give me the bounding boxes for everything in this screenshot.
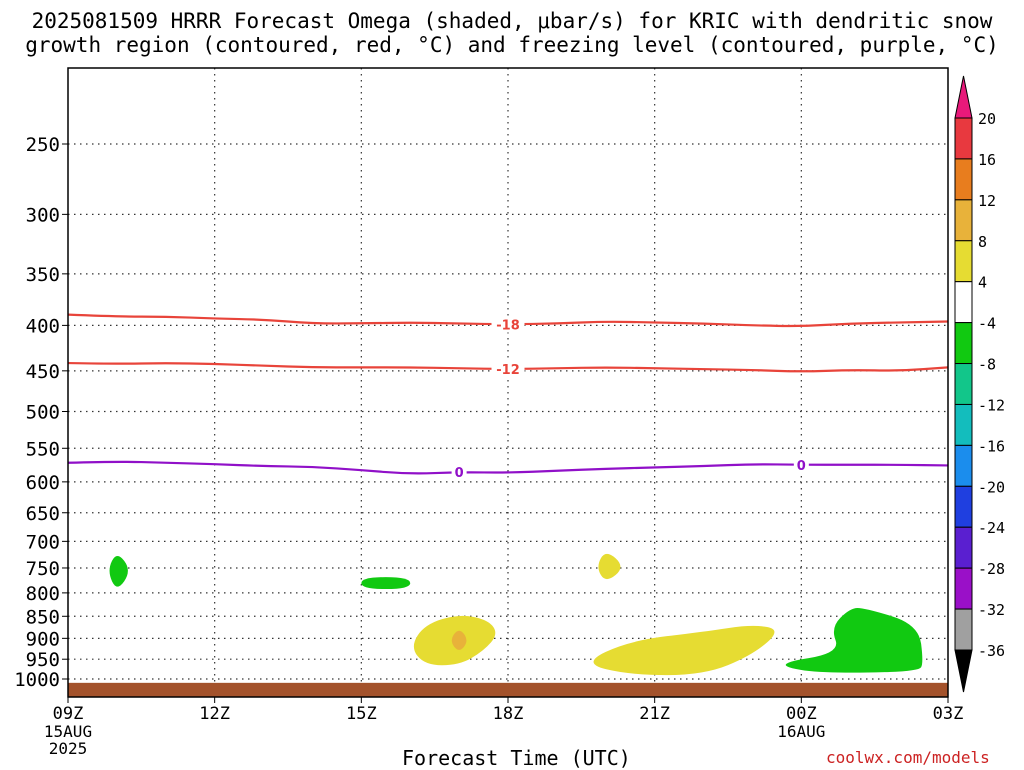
y-tick-label-750: 750 — [26, 558, 60, 580]
colorbar-label-9: -20 — [978, 478, 1005, 496]
x-date-label-09Z-1: 2025 — [49, 739, 88, 758]
colorbar-layer: 20 16 12 8 4 -4 -8 -12 -16 -20 -24 -28 -32 -36 — [954, 75, 1005, 693]
colorbar-label-13: -36 — [978, 642, 1005, 660]
colorbar-label-2: 12 — [978, 192, 996, 210]
x-tick-label-21Z: 21Z — [639, 704, 670, 724]
colorbar-label-10: -24 — [978, 519, 1005, 537]
colorbar-label-7: -12 — [978, 396, 1005, 414]
colorbar-arrow-top — [954, 75, 973, 119]
chart-title-line-1: 2025081509 HRRR Forecast Omega (shaded, … — [31, 9, 993, 33]
colorbar-label-5: -4 — [978, 315, 996, 333]
colorbar-box-10 — [954, 526, 973, 569]
contour-label-bg-2-0 — [451, 464, 467, 481]
colorbar-box-6 — [954, 363, 973, 405]
colorbar-box-12 — [954, 608, 973, 651]
plot-area — [68, 68, 948, 697]
omega-area-5 — [598, 553, 621, 580]
grid-layer — [68, 68, 948, 697]
x-axis-label: Forecast Time (UTC) — [402, 746, 631, 770]
y-tick-label-850: 850 — [26, 606, 60, 628]
colorbar-label-6: -8 — [978, 356, 996, 374]
colorbar-box-9 — [954, 485, 973, 528]
chart-title-line-2: growth region (contoured, red, °C) and f… — [25, 33, 999, 57]
colorbar-label-3: 8 — [978, 233, 987, 251]
colorbar-label-8: -16 — [978, 437, 1005, 455]
y-tick-label-700: 700 — [26, 531, 60, 553]
x-date-label-09Z-0: 15AUG — [44, 722, 92, 741]
plot-frame — [67, 67, 949, 698]
contour-label-bg-1-0 — [491, 361, 525, 378]
contour-layer: -18 -12 0 0 — [67, 313, 949, 481]
colorbar-label-4: 4 — [978, 274, 987, 292]
y-tick-label-400: 400 — [26, 315, 60, 337]
colorbar-box-5 — [954, 322, 973, 365]
contour-label-2-1: 0 — [797, 459, 806, 474]
colorbar-box-0 — [954, 117, 973, 160]
x-tick-label-03Z: 03Z — [933, 704, 964, 724]
colorbar-box-3 — [954, 240, 973, 283]
y-tick-label-1000: 1000 — [14, 669, 60, 691]
omega-area-2 — [785, 608, 923, 673]
y-tick-label-900: 900 — [26, 628, 60, 650]
y-tick-label-800: 800 — [26, 583, 60, 605]
y-tick-label-300: 300 — [26, 204, 60, 226]
x-tick-label-15Z: 15Z — [346, 704, 377, 724]
credit-text: coolwx.com/models — [826, 748, 990, 767]
colorbar-box-1 — [954, 158, 973, 201]
x-tick-label-12Z: 12Z — [199, 704, 230, 724]
shaded-layer — [68, 553, 948, 697]
colorbar-label-11: -28 — [978, 560, 1005, 578]
colorbar-box-8 — [954, 444, 973, 487]
x-tick-label-09Z: 09Z — [53, 704, 84, 724]
colorbar-label-1: 16 — [978, 151, 996, 169]
contour-label-bg-0-0 — [491, 316, 525, 333]
omega-area-0 — [109, 555, 128, 587]
axes-layer: 2503003504004505005506006507007508008509… — [14, 67, 964, 758]
omega-area-4 — [451, 630, 467, 650]
x-tick-label-00Z: 00Z — [786, 704, 817, 724]
y-tick-label-350: 350 — [26, 264, 60, 286]
y-tick-label-500: 500 — [26, 402, 60, 424]
y-tick-label-650: 650 — [26, 503, 60, 525]
contour-label-0-0: -18 — [496, 318, 520, 333]
y-tick-label-450: 450 — [26, 361, 60, 383]
omega-area-6 — [593, 625, 775, 676]
y-tick-label-950: 950 — [26, 649, 60, 671]
colorbar-box-2 — [954, 199, 973, 242]
colorbar-box-7 — [954, 403, 973, 446]
y-tick-label-600: 600 — [26, 472, 60, 494]
contour-label-1-0: -12 — [496, 363, 520, 378]
x-tick-label-18Z: 18Z — [493, 704, 524, 724]
contour-label-bg-2-1 — [793, 456, 809, 473]
terrain-strip — [68, 682, 948, 697]
y-tick-label-550: 550 — [26, 438, 60, 460]
colorbar-arrow-bottom — [954, 649, 973, 693]
contour-line-2 — [67, 460, 949, 475]
omega-area-1 — [361, 577, 411, 590]
x-date-label-00Z-0: 16AUG — [777, 722, 825, 741]
colorbar-box-11 — [954, 567, 973, 610]
colorbar-label-12: -32 — [978, 601, 1005, 619]
colorbar-label-0: 20 — [978, 110, 996, 128]
y-tick-label-250: 250 — [26, 134, 60, 156]
colorbar-box-4 — [954, 281, 973, 324]
contour-label-2-0: 0 — [455, 466, 464, 481]
